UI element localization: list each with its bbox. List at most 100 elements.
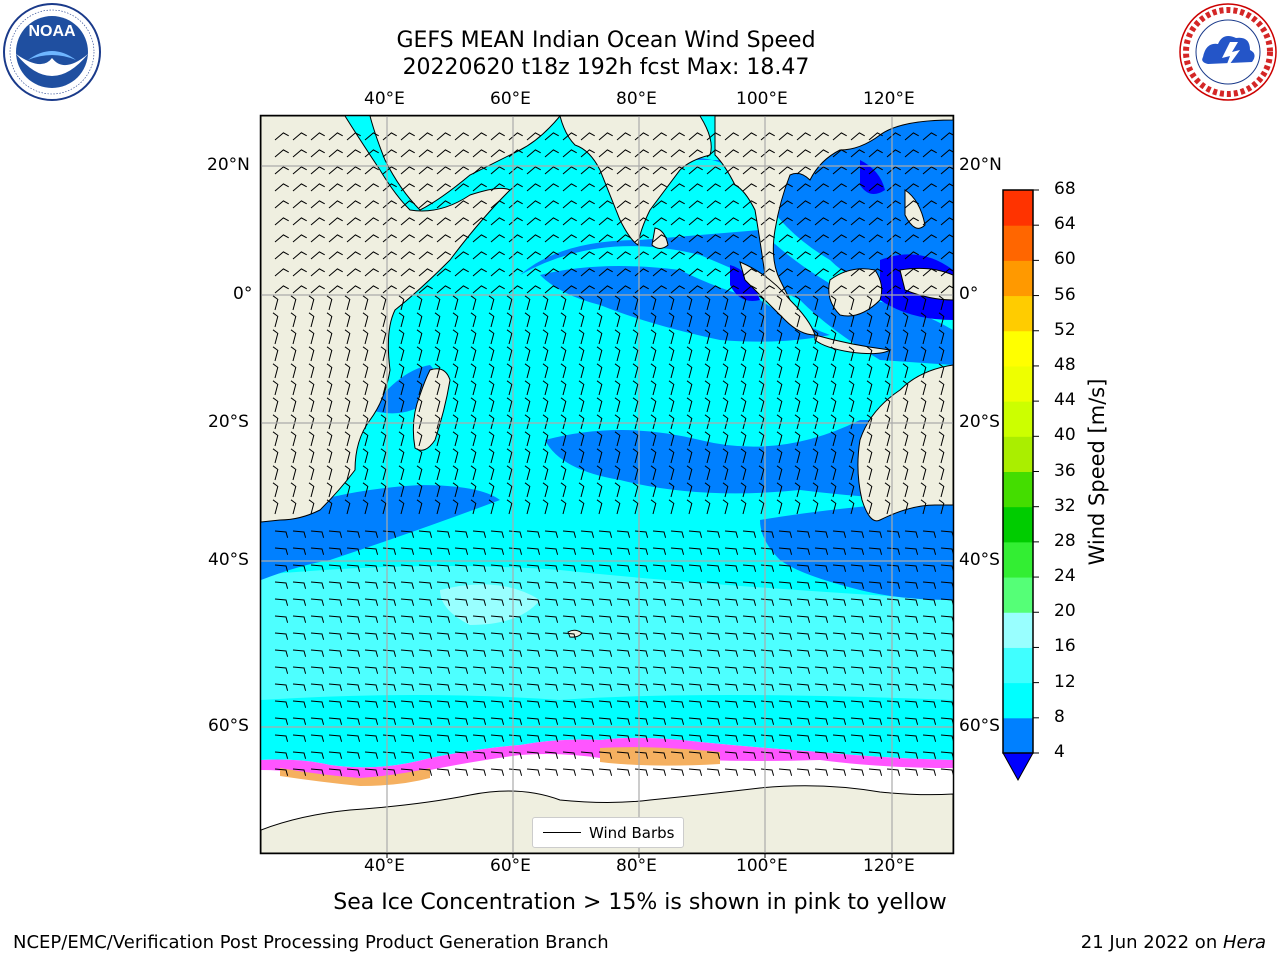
wind-barb	[850, 564, 865, 572]
wind-barb	[938, 414, 945, 430]
map-frame	[259, 114, 955, 855]
wind-barb	[704, 380, 711, 396]
wind-barb	[328, 547, 343, 555]
wind-barb	[328, 200, 343, 209]
wind-barb	[832, 149, 847, 158]
wind-barb	[742, 547, 757, 555]
wind-barb	[292, 768, 307, 776]
wind-barb	[922, 268, 937, 277]
wind-barb	[598, 717, 613, 725]
wind-barb	[598, 234, 613, 243]
wind-barb	[722, 499, 729, 515]
wind-barb	[634, 234, 649, 243]
wind-barb	[760, 132, 775, 141]
wind-barb	[490, 234, 505, 243]
wind-barb	[506, 499, 513, 515]
wind-barb	[454, 285, 469, 294]
wind-barb	[398, 431, 405, 447]
wind-barb	[418, 649, 433, 657]
wind-barb	[326, 397, 333, 413]
colorbar-segment	[1003, 682, 1033, 719]
wind-barb	[632, 346, 639, 362]
wind-barb	[868, 717, 883, 725]
wind-barb	[742, 268, 757, 277]
wind-barb	[434, 397, 441, 413]
wind-barb	[922, 132, 937, 141]
wind-barb	[832, 768, 847, 776]
wind-barb	[652, 268, 667, 277]
wind-barb	[470, 312, 477, 328]
lon-label-bottom-40e: 40°E	[364, 856, 405, 876]
wind-barb	[364, 547, 379, 555]
wind-barb	[776, 346, 783, 362]
wind-barb	[904, 666, 919, 674]
wind-barb	[436, 564, 451, 572]
wind-barb	[850, 149, 865, 158]
wind-barb	[562, 166, 577, 175]
wind-barb	[544, 683, 559, 691]
wind-barb	[830, 329, 837, 345]
wind-barb	[562, 285, 577, 294]
wind-barb	[668, 295, 675, 311]
wind-barb	[382, 183, 397, 192]
wind-barb	[400, 530, 415, 538]
wind-barb	[884, 397, 891, 413]
wind-barb	[364, 530, 379, 538]
wind-barb	[650, 431, 657, 447]
wind-barb	[670, 251, 685, 260]
wind-barb	[542, 397, 549, 413]
wind-barb	[814, 700, 829, 708]
wind-barb	[400, 666, 415, 674]
wind-barb	[868, 285, 883, 294]
wind-barb	[452, 431, 459, 447]
wind-barb	[724, 547, 739, 555]
wind-barb	[778, 666, 793, 674]
wind-barb	[938, 448, 945, 464]
wind-barb	[328, 149, 343, 158]
wind-barb	[310, 234, 325, 243]
wind-barb	[778, 632, 793, 640]
wind-barb	[922, 285, 937, 294]
wind-barb	[598, 530, 613, 538]
wind-barb	[292, 649, 307, 657]
colorbar-segment	[1003, 541, 1033, 578]
wind-barb	[400, 615, 415, 623]
wind-barb	[832, 717, 847, 725]
wind-barb	[506, 414, 513, 430]
wind-barb	[670, 285, 685, 294]
wind-barb	[328, 768, 343, 776]
wind-barb	[830, 312, 837, 328]
wind-barb	[274, 166, 289, 175]
lat-label-right-20s: 20°S	[959, 412, 1000, 432]
wind-barb	[670, 666, 685, 674]
wind-barb	[812, 295, 819, 311]
wind-barb	[580, 632, 595, 640]
wind-barb	[562, 632, 577, 640]
wind-barb	[472, 251, 487, 260]
wind-barb	[868, 217, 883, 226]
wind-barb	[362, 363, 369, 379]
wind-barb	[562, 700, 577, 708]
wind-barb	[310, 530, 325, 538]
wind-barb	[416, 482, 423, 498]
wind-barb	[346, 751, 361, 759]
wind-barb	[868, 666, 883, 674]
wind-barb	[346, 530, 361, 538]
wind-barb	[740, 482, 747, 498]
wind-barb	[488, 363, 495, 379]
wind-barb	[526, 200, 541, 209]
wind-barb	[454, 132, 469, 141]
wind-barb	[850, 768, 865, 776]
wind-barb	[670, 132, 685, 141]
wind-barb	[544, 285, 559, 294]
colorbar-segment	[1003, 436, 1033, 472]
wind-barb	[578, 363, 585, 379]
wind-barb	[490, 268, 505, 277]
wind-barb	[740, 380, 747, 396]
wind-barb	[418, 615, 433, 623]
wind-barb	[724, 285, 739, 294]
wind-barb	[904, 768, 919, 776]
colorbar-tick-label: 44	[1054, 390, 1076, 411]
wind-barb	[454, 717, 469, 725]
wind-barb	[778, 234, 793, 243]
